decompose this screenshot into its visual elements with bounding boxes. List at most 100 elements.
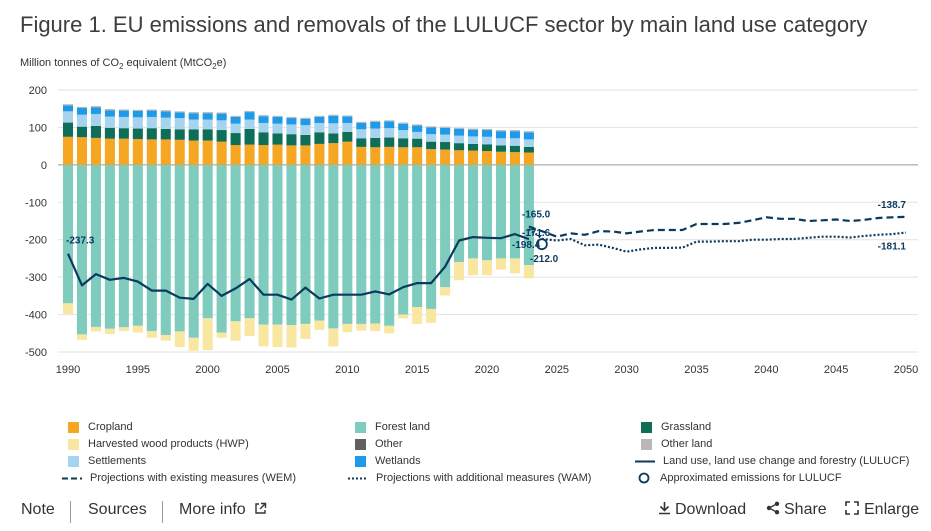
bar-hwp[interactable] [509,258,520,274]
bar-settlements[interactable] [104,116,115,128]
bar-other-land[interactable] [230,115,241,117]
bar-forest[interactable] [216,164,227,333]
bar-settlements[interactable] [230,123,241,134]
bar-cropland[interactable] [481,151,493,165]
bar-settlements[interactable] [523,139,534,147]
legend-settlements[interactable]: Settlements [68,455,146,467]
bar-settlements[interactable] [216,120,227,131]
bar-forest[interactable] [300,164,311,324]
bar-cropland[interactable] [244,144,255,165]
legend-wetlands[interactable]: Wetlands [355,455,421,467]
bar-grassland[interactable] [258,132,269,146]
bar-other-land[interactable] [370,120,381,122]
bar-grassland[interactable] [216,130,227,142]
bar-cropland[interactable] [523,152,534,165]
bar-cropland[interactable] [132,139,143,165]
bar-cropland[interactable] [146,139,157,165]
bar-settlements[interactable] [188,119,199,130]
line-wam[interactable] [528,228,907,253]
bar-wetlands[interactable] [314,116,325,123]
bar-other-land[interactable] [216,112,227,114]
bar-settlements[interactable] [342,122,353,132]
bar-hwp[interactable] [300,323,311,339]
bar-other-land[interactable] [314,115,325,117]
bar-grassland[interactable] [76,126,87,138]
line-lulucf[interactable] [66,233,530,301]
bar-wetlands[interactable] [300,118,311,126]
bar-cropland[interactable] [258,145,269,165]
bar-other-land[interactable] [454,127,465,129]
bar-grassland[interactable] [90,125,101,138]
bar-grassland[interactable] [481,144,493,152]
bar-grassland[interactable] [426,141,437,150]
bar-settlements[interactable] [384,128,395,138]
bar-grassland[interactable] [132,128,143,140]
bar-forest[interactable] [412,164,423,308]
bar-grassland[interactable] [454,143,465,151]
legend-hwp[interactable]: Harvested wood products (HWP) [68,438,249,450]
bar-other-land[interactable] [90,106,101,108]
bar-settlements[interactable] [370,128,381,138]
bar-forest[interactable] [286,164,297,326]
bar-hwp[interactable] [160,335,171,341]
bar-cropland[interactable] [398,147,409,165]
bar-forest[interactable] [384,164,395,326]
bar-other-land[interactable] [342,115,353,117]
bar-cropland[interactable] [468,150,479,165]
bar-hwp[interactable] [426,308,437,323]
bar-wetlands[interactable] [272,116,283,124]
bar-hwp[interactable] [244,318,255,336]
bar-other-land[interactable] [104,109,115,111]
bar-cropland[interactable] [188,140,199,165]
bar-cropland[interactable] [118,138,129,165]
more-info-link[interactable]: More info [179,501,267,519]
bar-hwp[interactable] [286,325,297,348]
bar-grassland[interactable] [272,133,283,145]
bar-other-land[interactable] [146,109,157,111]
bar-hwp[interactable] [146,331,157,338]
bar-wetlands[interactable] [104,110,115,117]
bar-grassland[interactable] [230,133,241,146]
bar-wetlands[interactable] [342,116,353,123]
bar-settlements[interactable] [146,116,157,129]
bar-grassland[interactable] [384,137,395,147]
bar-other-land[interactable] [160,110,171,112]
bar-forest[interactable] [160,164,171,336]
bar-forest[interactable] [230,164,241,322]
legend-wam[interactable]: Projections with additional measures (WA… [348,472,591,484]
bar-settlements[interactable] [314,122,325,133]
bar-wetlands[interactable] [244,112,255,120]
bar-hwp[interactable] [384,325,395,334]
bar-forest[interactable] [188,164,199,338]
bar-forest[interactable] [118,164,129,328]
bar-cropland[interactable] [412,147,423,165]
bar-hwp[interactable] [481,260,493,276]
bar-forest[interactable] [244,164,255,319]
bar-cropland[interactable] [328,143,339,165]
bar-other-land[interactable] [509,130,520,132]
bar-grassland[interactable] [328,133,339,144]
bar-forest[interactable] [356,164,367,324]
bar-forest[interactable] [342,164,353,324]
bar-wetlands[interactable] [523,132,534,140]
bar-forest[interactable] [104,164,115,329]
bar-cropland[interactable] [174,139,185,165]
bar-grassland[interactable] [286,134,297,146]
bar-hwp[interactable] [216,332,227,338]
bar-forest[interactable] [146,164,157,332]
bar-wetlands[interactable] [468,129,479,137]
bar-other-land[interactable] [174,111,185,113]
bar-other-land[interactable] [398,122,409,124]
bar-hwp[interactable] [454,262,465,281]
bar-cropland[interactable] [104,138,115,165]
bar-wetlands[interactable] [174,112,185,119]
bar-grassland[interactable] [523,146,534,153]
bar-other-land[interactable] [62,104,74,106]
bar-forest[interactable] [132,164,143,326]
bar-wetlands[interactable] [160,111,171,118]
bar-grassland[interactable] [160,128,171,140]
bar-wetlands[interactable] [481,130,493,137]
note-link[interactable]: Note [21,501,55,518]
bar-settlements[interactable] [481,136,493,145]
bar-settlements[interactable] [62,111,74,123]
